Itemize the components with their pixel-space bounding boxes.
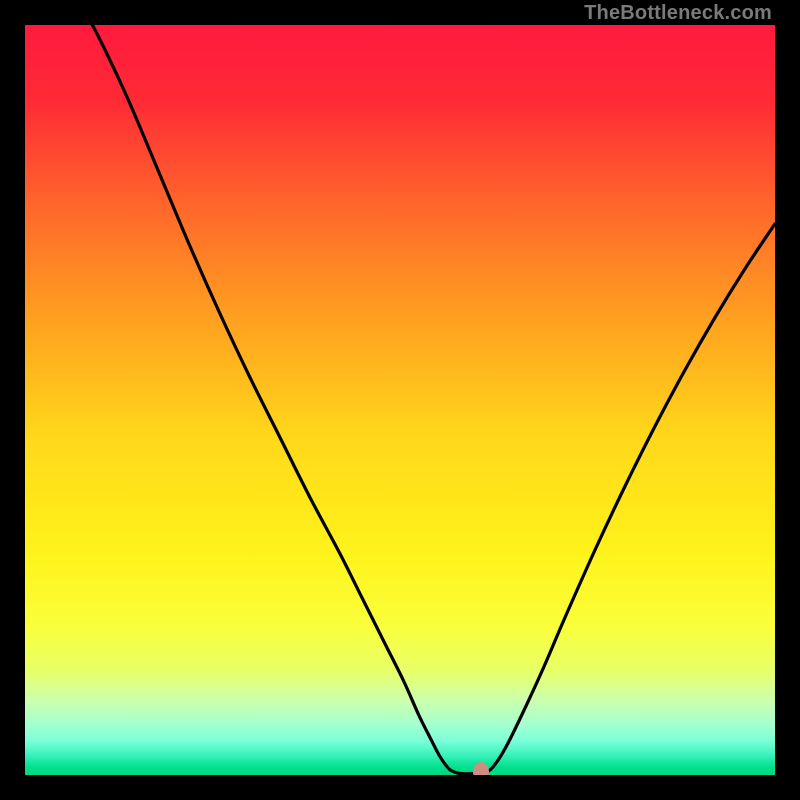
chart-frame: TheBottleneck.com bbox=[0, 0, 800, 800]
plot-area bbox=[25, 25, 775, 775]
optimal-point-marker bbox=[473, 762, 489, 775]
watermark-text: TheBottleneck.com bbox=[584, 2, 772, 25]
bottleneck-curve bbox=[25, 25, 775, 775]
